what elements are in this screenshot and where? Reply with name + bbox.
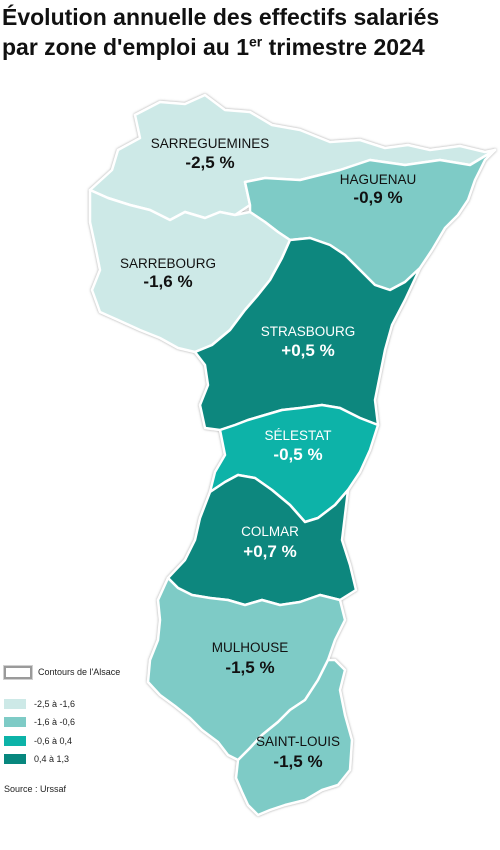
zone-label-selestat: SÉLESTAT: [264, 428, 331, 443]
zone-saint-louis[interactable]: [234, 658, 354, 817]
zone-value-sarrebourg: -1,6 %: [143, 272, 192, 291]
zone-value-saint-louis: -1,5 %: [273, 752, 322, 771]
zone-label-sarreguemines: SARREGUEMINES: [151, 136, 270, 151]
zone-value-strasbourg: +0,5 %: [281, 341, 334, 360]
zone-label-strasbourg: STRASBOURG: [261, 324, 356, 339]
legend-label: -1,6 à -0,6: [34, 717, 76, 727]
legend-swatch: [4, 754, 26, 764]
legend-swatch: [4, 699, 26, 709]
zone-label-haguenau: HAGUENAU: [340, 172, 417, 187]
zone-value-selestat: -0,5 %: [273, 445, 322, 464]
legend-swatch: [4, 717, 26, 727]
zone-label-saint-louis: SAINT-LOUIS: [256, 734, 340, 749]
legend-label: -0,6 à 0,4: [34, 736, 73, 746]
legend-item: 0,4 à 1,3: [4, 753, 204, 765]
legend-label: 0,4 à 1,3: [34, 754, 70, 764]
contour-swatch: [3, 664, 33, 680]
legend-contour: Contours de l'Alsace: [3, 664, 204, 680]
zone-value-colmar: +0,7 %: [243, 542, 296, 561]
legend-label: -2,5 à -1,6: [34, 699, 76, 709]
zone-label-colmar: COLMAR: [241, 524, 299, 539]
legend-item: -2,5 à -1,6: [4, 698, 204, 710]
legend-item: -1,6 à -0,6: [4, 716, 204, 728]
legend-contour-label: Contours de l'Alsace: [38, 667, 121, 677]
legend-swatch: [4, 736, 26, 746]
zone-value-mulhouse: -1,5 %: [225, 658, 274, 677]
title-line-1: Évolution annuelle des effectifs salarié…: [2, 4, 440, 30]
map-title: Évolution annuelle des effectifs salarié…: [2, 2, 498, 62]
source-note: Source : Urssaf: [4, 784, 67, 794]
legend-item: -0,6 à 0,4: [4, 735, 204, 747]
title-line-2: par zone d'emploi au 1er trimestre 2024: [2, 33, 425, 60]
zone-value-sarreguemines: -2,5 %: [185, 153, 234, 172]
zone-label-mulhouse: MULHOUSE: [212, 640, 289, 655]
zone-label-sarrebourg: SARREBOURG: [120, 256, 216, 271]
zone-value-haguenau: -0,9 %: [353, 188, 402, 207]
